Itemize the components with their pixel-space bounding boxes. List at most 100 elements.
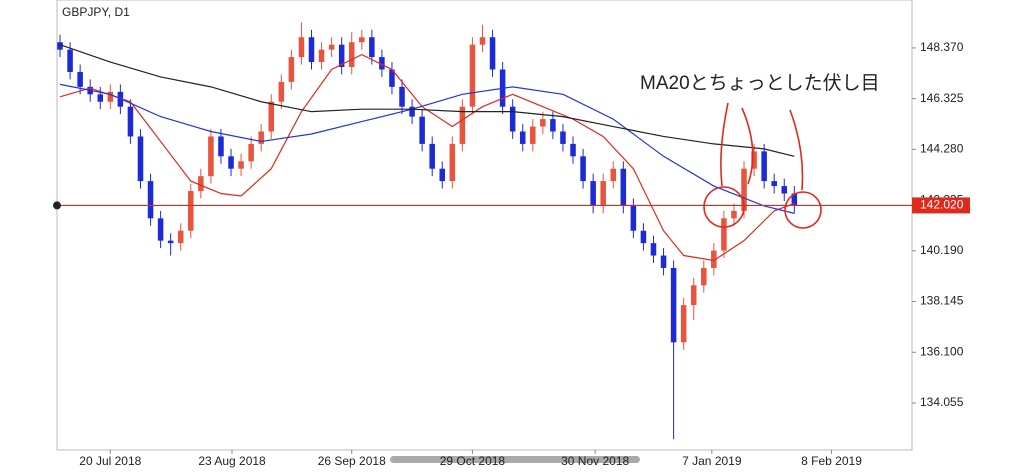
candle-body	[650, 243, 657, 256]
candle-body	[731, 210, 737, 219]
candle-body	[530, 126, 536, 144]
y-tick-label: 136.100	[920, 344, 964, 358]
candle-body	[630, 205, 637, 231]
price-box	[912, 197, 970, 214]
x-tick-label: 20 Jul 2018	[79, 454, 141, 468]
candle-body	[540, 119, 546, 127]
candle-body	[791, 193, 798, 206]
moving-average	[59, 53, 795, 262]
hand-drawing	[703, 102, 822, 229]
candle-body	[640, 230, 647, 244]
candle-body	[449, 143, 456, 182]
price-label: 142.020	[920, 198, 964, 212]
candle-body	[550, 119, 556, 132]
stroke	[741, 107, 754, 185]
candle-body	[338, 44, 345, 68]
candle-body	[318, 49, 325, 63]
candle-body	[620, 168, 627, 206]
candle-body	[771, 181, 777, 187]
candle-body	[701, 267, 707, 286]
candle-body	[711, 250, 717, 268]
candle-body	[429, 143, 435, 169]
candle-body	[288, 57, 295, 82]
candle-body	[67, 49, 73, 72]
candle-body	[519, 131, 526, 144]
candle-body	[781, 186, 788, 194]
candle-body	[258, 131, 264, 144]
candle-body	[721, 218, 727, 251]
candle-body	[761, 151, 767, 182]
candle-body	[348, 42, 355, 68]
candle-body	[268, 101, 275, 132]
circle-mark	[703, 186, 745, 228]
candle-body	[198, 176, 204, 192]
y-tick-label: 138.145	[920, 294, 964, 308]
candle-body	[590, 181, 596, 206]
candle-body	[369, 37, 375, 58]
candle-body	[741, 168, 747, 211]
candle-body	[560, 131, 566, 144]
price-dot	[53, 201, 61, 210]
y-tick-label: 148.370	[920, 40, 964, 54]
stroke	[720, 102, 729, 187]
circle-mark	[784, 191, 822, 229]
candle-body	[278, 81, 285, 102]
candle-body	[570, 143, 576, 157]
candle-body	[177, 230, 184, 244]
candle-body	[379, 57, 385, 70]
moving-average	[59, 83, 795, 214]
x-tick-label: 30 Nov 2018	[561, 454, 629, 468]
x-tick-label: 26 Sep 2018	[318, 454, 386, 468]
candle-body	[228, 156, 234, 169]
candle-body	[97, 94, 104, 102]
annotation: MA20とちょっとした伏し目	[640, 72, 880, 94]
candle-body	[680, 305, 687, 343]
y-tick-label: 146.325	[920, 91, 964, 105]
candle-body	[751, 151, 757, 169]
candle-body	[359, 37, 365, 43]
candle-body	[600, 181, 606, 206]
candle-body	[298, 37, 305, 58]
chart-title: GBPJPY, D1	[62, 5, 130, 19]
candle-body	[469, 44, 476, 107]
y-tick-label: 144.280	[920, 142, 964, 156]
y-tick-label: 140.190	[920, 243, 964, 257]
candle-body	[167, 240, 174, 244]
candle-body	[57, 42, 63, 50]
x-tick-label: 7 Jan 2019	[682, 454, 742, 468]
candle-body	[157, 218, 164, 241]
candle-body	[328, 44, 335, 50]
candle-body	[670, 267, 677, 343]
scrollbar[interactable]	[390, 456, 640, 463]
candle-body	[399, 86, 405, 107]
candle-body	[127, 106, 134, 137]
candle-body	[419, 116, 425, 144]
candle-body	[479, 37, 486, 45]
candle-body	[137, 136, 144, 182]
candle-body	[610, 168, 617, 182]
candle-body	[208, 136, 214, 177]
plot-frame	[56, 0, 913, 451]
candle-body	[308, 37, 315, 63]
candle-body	[439, 168, 446, 182]
candle-body	[580, 156, 586, 182]
candle-body	[218, 136, 224, 157]
candle-body	[107, 91, 114, 102]
candle-body	[77, 71, 83, 87]
candle-body	[238, 161, 244, 169]
candle-body	[459, 106, 466, 144]
y-tick-label: 134.055	[920, 395, 964, 409]
candle-body	[489, 37, 496, 70]
x-tick-label: 29 Oct 2018	[440, 454, 506, 468]
candle-body	[660, 255, 667, 268]
candle-body	[389, 69, 395, 87]
candle-body	[509, 106, 516, 132]
moving-average	[59, 44, 795, 157]
x-tick-label: 8 Feb 2019	[801, 454, 862, 468]
candle-body	[188, 191, 194, 231]
candle-body	[690, 285, 697, 306]
candle-body	[248, 143, 254, 162]
stroke	[789, 109, 804, 191]
